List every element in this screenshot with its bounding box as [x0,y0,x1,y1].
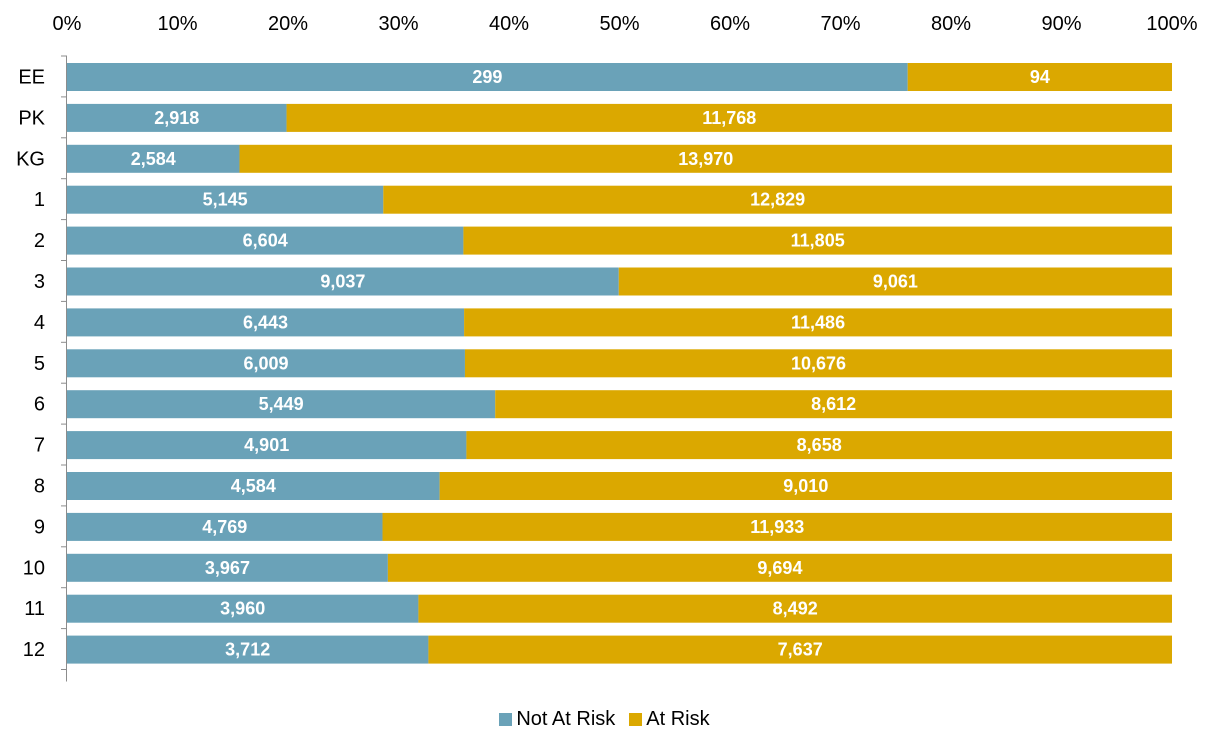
data-label: 11,933 [750,517,804,537]
data-label: 6,009 [243,353,288,373]
bar-segment-at-risk [439,472,1172,500]
bar-segment-not-at-risk [67,512,383,541]
category-label: EE [18,66,45,88]
data-label: 6,604 [243,231,288,251]
x-tick-label: 90% [1041,13,1081,35]
x-tick-label: 100% [1146,13,1197,35]
x-tick-label: 70% [820,13,860,35]
data-label: 3,967 [205,558,250,578]
data-label: 6,443 [243,312,288,332]
legend: Not At Risk At Risk [0,704,1209,734]
data-label: 94 [1030,67,1050,87]
data-label: 8,658 [797,435,842,455]
category-label: KG [16,148,45,170]
data-label: 9,037 [320,272,365,292]
category-label: 12 [23,639,45,661]
legend-swatch-at-risk [629,712,643,726]
category-label: PK [18,107,45,129]
bar-segment-at-risk [464,349,1172,378]
x-tick-label: 80% [931,13,971,35]
bar-series: 299 94 2,918 11,768 2,584 13,970 5,145 12,829 6,… [67,63,1173,664]
data-label: 3,712 [225,640,270,660]
x-tick-label: 0% [53,13,82,35]
data-label: 11,486 [791,312,845,332]
bar-segment-at-risk [618,267,1172,296]
legend-item-at-risk: At Risk [629,707,710,731]
bar-segment-at-risk [466,431,1172,460]
bar-segment-at-risk [463,226,1172,255]
data-label: 8,612 [811,394,856,414]
legend-swatch-not-at-risk [499,712,513,726]
bar-segment-at-risk [286,103,1172,132]
data-label: 9,061 [873,272,918,292]
data-label: 2,918 [154,108,199,128]
bar-segment-at-risk [428,635,1172,664]
category-label: 4 [34,312,45,334]
bar-segment-at-risk [383,185,1172,214]
x-tick-label: 10% [157,13,197,35]
x-tick-label: 20% [268,13,308,35]
data-label: 7,637 [778,640,823,660]
bar-segment-not-at-risk [67,226,464,255]
x-tick-label: 50% [599,13,639,35]
bar-segment-at-risk [464,308,1172,337]
bar-segment-at-risk [418,594,1172,623]
bar-segment-not-at-risk [67,103,287,132]
category-label: 6 [34,394,45,416]
category-label: 5 [34,353,45,375]
bar-segment-not-at-risk [67,349,465,378]
bar-segment-not-at-risk [67,553,388,582]
category-label: 7 [34,435,45,457]
bar-segment-not-at-risk [67,635,429,664]
bar-segment-not-at-risk [67,267,619,296]
bar-segment-at-risk [495,390,1173,419]
legend-label-at-risk: At Risk [646,707,710,730]
bar-segment-not-at-risk [67,308,465,337]
bar-segment-not-at-risk [67,63,908,91]
category-label: 8 [34,475,45,497]
bar-segment-not-at-risk [67,144,240,173]
category-label: 3 [34,271,45,293]
data-label: 4,584 [231,476,276,496]
data-label: 11,768 [702,108,756,128]
category-label: 2 [34,230,45,252]
bar-segment-at-risk [382,512,1172,541]
y-axis [61,55,67,682]
data-label: 10,676 [791,353,846,373]
x-tick-label: 30% [378,13,418,35]
x-axis-ticks: 0% 10% 20% 30% 40% 50% 60% 70% 80% 90% 100% [53,13,1198,35]
legend-label-not-at-risk: Not At Risk [516,707,616,730]
bar-segment-not-at-risk [67,185,384,214]
bar-segment-at-risk [907,63,1172,91]
x-tick-label: 60% [710,13,750,35]
data-label: 13,970 [678,149,733,169]
data-label: 9,694 [757,558,802,578]
stacked-bar-chart: 0% 10% 20% 30% 40% 50% 60% 70% 80% 90% 100% 299 942… [16,13,1198,682]
data-label: 4,901 [244,435,289,455]
data-label: 4,769 [202,517,247,537]
category-label: 11 [24,598,45,620]
data-label: 8,492 [773,599,818,619]
bar-segment-at-risk [387,553,1172,582]
data-label: 5,145 [203,190,248,210]
data-label: 3,960 [220,599,265,619]
bar-segment-not-at-risk [67,390,496,419]
bar-segment-not-at-risk [67,472,440,500]
data-label: 11,805 [791,231,845,251]
x-tick-label: 40% [489,13,529,35]
bar-segment-not-at-risk [67,594,419,623]
data-label: 299 [472,67,502,87]
data-label: 12,829 [750,190,805,210]
bar-segment-at-risk [239,144,1172,173]
bar-segment-not-at-risk [67,431,467,460]
data-label: 2,584 [131,149,176,169]
data-label: 5,449 [259,394,304,414]
category-label: 1 [34,189,45,211]
category-label: 9 [34,516,45,538]
data-label: 9,010 [783,476,828,496]
category-label: 10 [23,557,45,579]
legend-item-not-at-risk: Not At Risk [499,708,615,731]
